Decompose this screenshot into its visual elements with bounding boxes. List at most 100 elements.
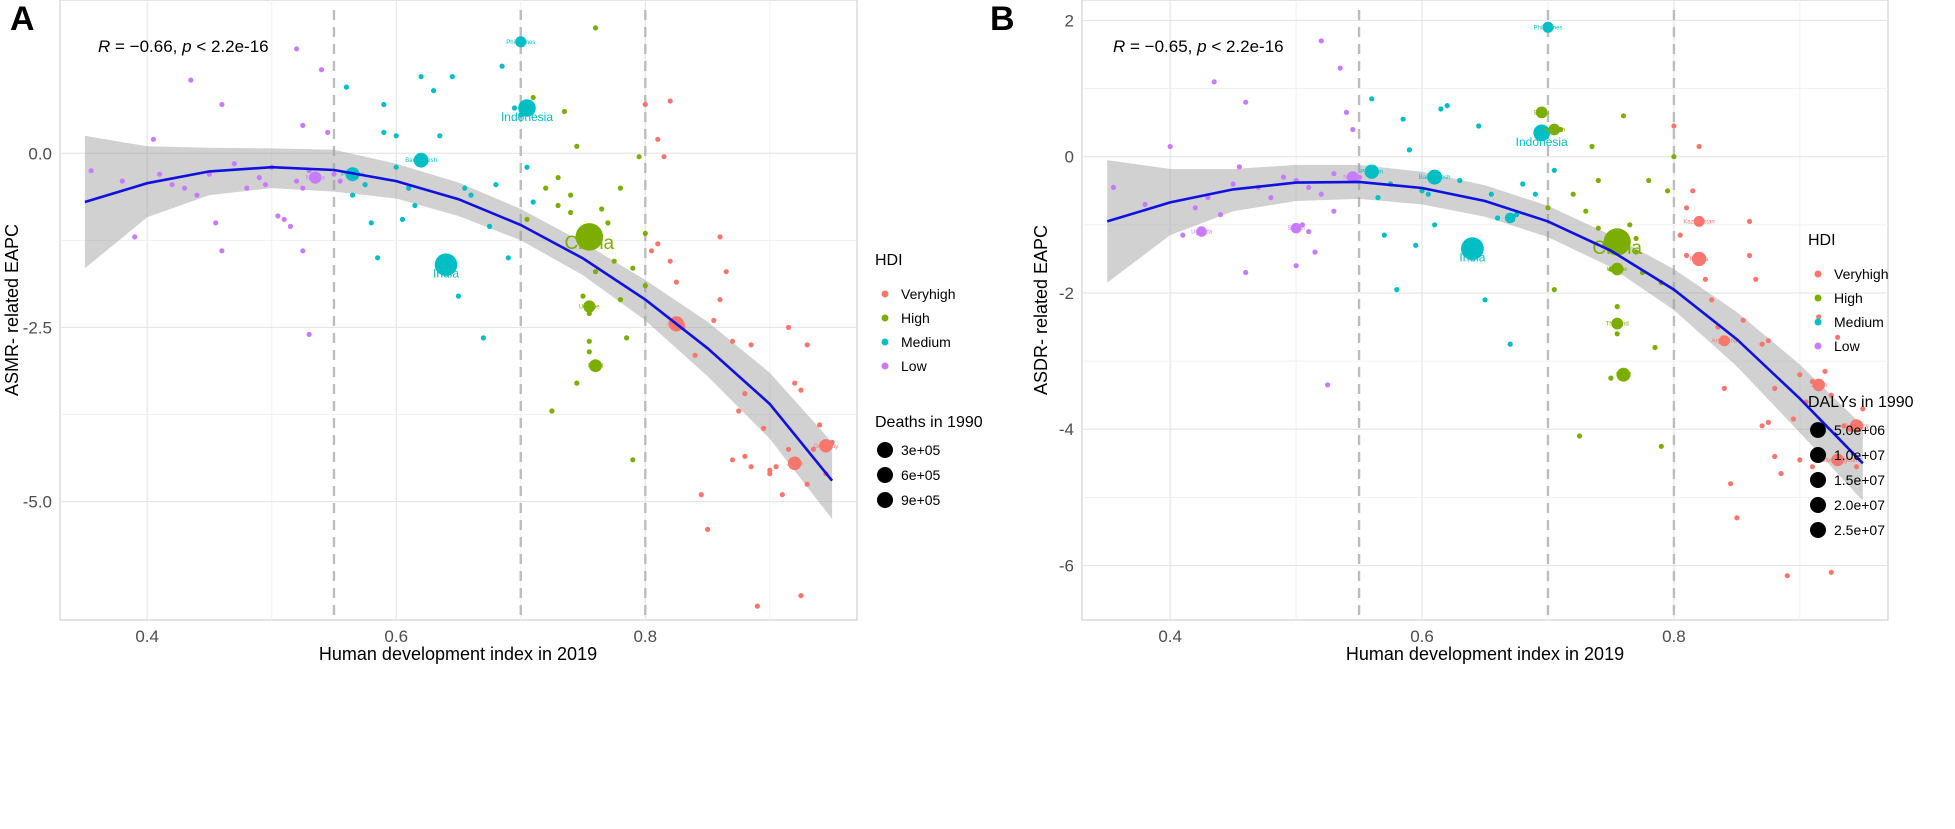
panel-b: B China India Indonesia Bangladesh Pakistan Ph…: [990, 0, 1914, 664]
data-point: [568, 209, 574, 216]
data-point: [779, 492, 785, 498]
y-axis-label: ASDR- related EAPC: [1031, 225, 1051, 395]
data-point: [605, 220, 611, 226]
data-point: [1545, 205, 1551, 211]
data-point: [568, 192, 574, 198]
data-point: [524, 164, 530, 170]
data-point: [300, 185, 306, 191]
labeled-point: [309, 171, 322, 184]
data-point: [449, 74, 455, 80]
series-medium: [1369, 24, 1557, 347]
data-point: [343, 84, 349, 90]
data-point: [1488, 191, 1494, 197]
data-point: [667, 258, 673, 264]
legend-color-key: [881, 314, 889, 322]
legend: HDI Veryhigh High Medium Low Deaths in 1990 3e…: [875, 252, 983, 508]
point-label: Germany: [1844, 424, 1869, 430]
data-point: [169, 182, 175, 188]
data-point: [555, 175, 561, 181]
data-point: [1728, 481, 1734, 487]
data-point: [1828, 392, 1834, 398]
legend-color-key: [881, 338, 889, 346]
labeled-point: [1196, 226, 1207, 237]
data-point: [592, 269, 599, 275]
data-point: [231, 161, 237, 167]
data-point: [717, 234, 723, 240]
data-point: [1318, 38, 1324, 44]
data-point: [1797, 372, 1803, 378]
point-label: India: [1459, 251, 1485, 265]
data-point: [555, 202, 561, 209]
series-low: [1110, 38, 1362, 388]
legend-size-label: 6e+05: [901, 467, 941, 483]
data-point: [798, 593, 804, 599]
legend-size-key: [877, 442, 893, 458]
data-point: [1350, 126, 1356, 133]
data-point: [1381, 232, 1387, 238]
data-point: [1709, 297, 1715, 303]
correlation-annotation: R = −0.66, p < 2.2e-16: [98, 37, 269, 56]
point-label: Egypt: [1534, 110, 1550, 116]
data-point: [219, 248, 225, 254]
data-point: [767, 467, 773, 473]
data-point: [586, 349, 592, 355]
labeled-point: [1693, 215, 1705, 227]
data-point: [543, 185, 549, 191]
data-point: [1312, 249, 1318, 255]
data-point: [561, 108, 568, 115]
data-point: [393, 133, 399, 139]
labeled-point: [515, 36, 527, 48]
data-point: [1696, 143, 1702, 150]
data-point: [1772, 453, 1778, 460]
y-tick-label: -5.0: [23, 493, 52, 512]
data-point: [785, 446, 792, 452]
data-point: [754, 603, 761, 609]
point-label: Indonesia: [501, 110, 553, 124]
data-point: [1444, 103, 1450, 109]
data-point: [1746, 218, 1753, 224]
data-point: [1665, 188, 1671, 194]
data-point: [617, 185, 624, 191]
y-tick-label: 0.0: [28, 144, 52, 163]
point-label: Brazil: [1616, 373, 1631, 379]
data-point: [1425, 191, 1431, 197]
point-label: United Kingdom: [1816, 458, 1859, 464]
data-point: [487, 223, 493, 229]
y-tick-label: -6: [1059, 556, 1074, 575]
data-point: [1576, 433, 1583, 439]
legend-size-label: 5.0e+06: [1834, 422, 1885, 438]
data-point: [393, 164, 399, 170]
data-point: [1476, 123, 1482, 129]
data-point: [1110, 184, 1117, 190]
data-point: [599, 206, 605, 212]
data-point: [1570, 191, 1576, 197]
labeled-point: [1611, 317, 1624, 330]
data-point: [431, 88, 437, 94]
labeled-point: [589, 359, 602, 373]
data-point: [300, 122, 306, 128]
legend-size-key: [1810, 522, 1826, 538]
data-point: [381, 101, 387, 108]
data-point: [761, 425, 767, 431]
x-axis-label: Human development index in 2019: [1346, 644, 1624, 664]
labeled-point: [1603, 228, 1631, 256]
data-point: [1180, 232, 1186, 238]
data-point: [1325, 382, 1331, 388]
point-label: Russia: [1690, 257, 1709, 263]
data-point: [1822, 368, 1828, 374]
data-point: [630, 457, 636, 463]
data-point: [1784, 573, 1790, 579]
data-point: [262, 182, 269, 188]
data-point: [698, 492, 704, 498]
point-label: Brazil: [588, 364, 603, 370]
data-point: [580, 293, 586, 299]
point-label: China: [1592, 238, 1642, 259]
legend-size-key: [1810, 497, 1826, 513]
point-label: Indonesia: [1516, 135, 1568, 149]
legend-color-label: High: [901, 310, 930, 326]
data-point: [1551, 167, 1557, 173]
data-point: [717, 297, 723, 303]
point-label: Kazakhstan: [1683, 219, 1714, 225]
point-label: Vietnam: [1543, 128, 1565, 134]
